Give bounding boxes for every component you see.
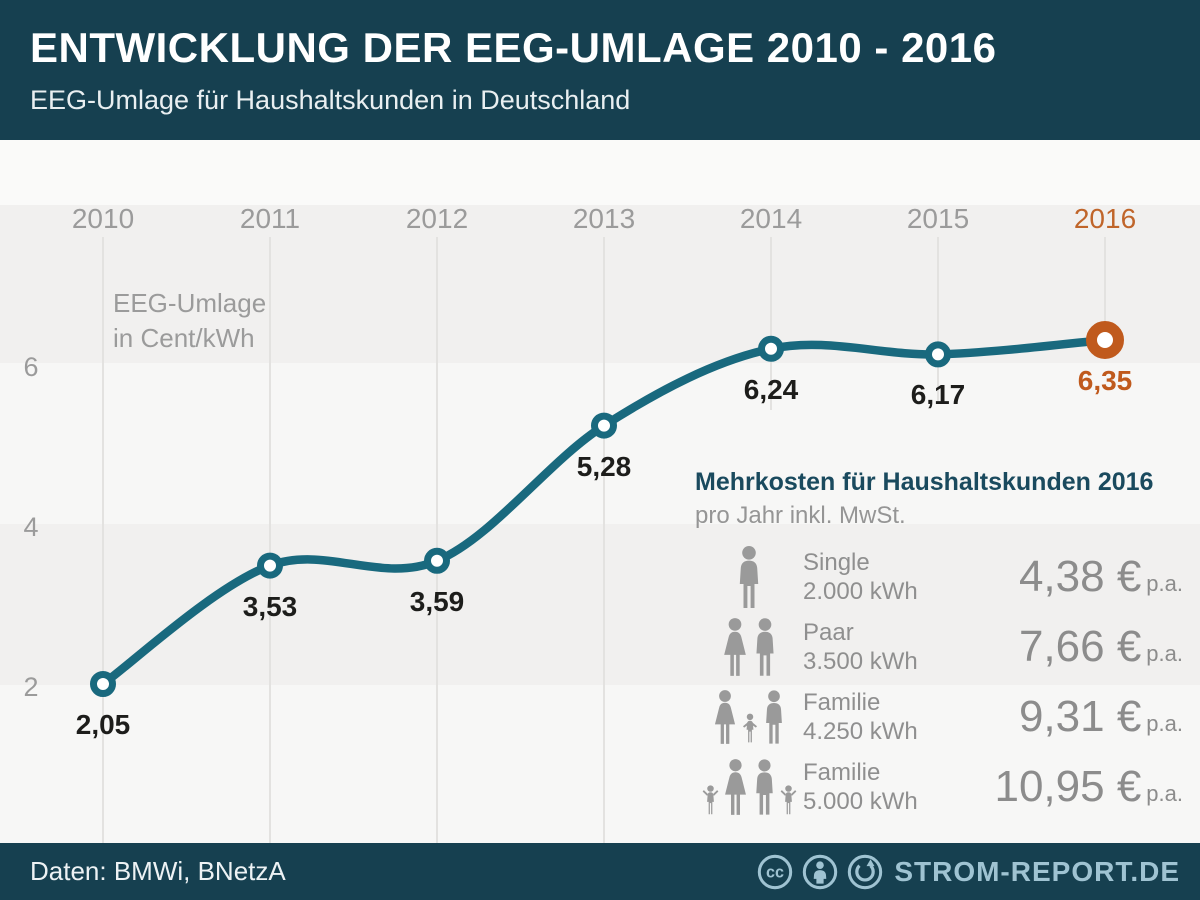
row-value: 9,31 € p.a. (1018, 692, 1183, 741)
row-label: Familie 5.000 kWh (803, 759, 918, 815)
chart-band (0, 685, 1200, 843)
data-point-marker (257, 552, 283, 579)
row-label: Paar 3.500 kWh (803, 619, 918, 675)
page-title: ENTWICKLUNG DER EEG-UMLAGE 2010 - 2016 (30, 24, 997, 71)
data-source-label: Daten: BMWi, BNetzA (30, 856, 286, 886)
couple-icon (695, 618, 803, 676)
table-row: Familie 4.250 kWh 9,31 € p.a. (695, 682, 1183, 752)
page-subtitle: EEG-Umlage für Haushaltskunden in Deutsc… (30, 85, 631, 115)
panel-title: Mehrkosten für Haushaltskunden 2016 (695, 468, 1154, 496)
row-label: Familie 4.250 kWh (803, 689, 918, 745)
mehrkosten-panel: Mehrkosten für Haushaltskunden 2016 pro … (695, 468, 1183, 822)
footer: Daten: BMWi, BNetzA cc STROM-REPORT.DE (0, 843, 1200, 900)
brand-label: STROM-REPORT.DE (894, 855, 1180, 887)
data-point-marker (424, 547, 450, 574)
footer-brand-group: cc STROM-REPORT.DE (749, 853, 1180, 891)
panel-subtitle: pro Jahr inkl. MwSt. (695, 502, 906, 529)
row-value: 10,95 € p.a. (994, 762, 1183, 811)
family-one-child-icon (695, 690, 803, 744)
household-rows: Single 2.000 kWh 4,38 € p.a. Paar 3.500 k… (695, 542, 1183, 822)
cc-sa-icon (848, 854, 883, 889)
header: ENTWICKLUNG DER EEG-UMLAGE 2010 - 2016 E… (0, 0, 1200, 140)
row-label: Single 2.000 kWh (803, 549, 918, 605)
row-value: 4,38 € p.a. (1018, 552, 1183, 601)
svg-text:cc: cc (766, 863, 784, 881)
family-two-children-icon (695, 759, 803, 815)
cc-icon: cc (758, 854, 793, 889)
data-point-marker (90, 671, 116, 697)
table-row: Single 2.000 kWh 4,38 € p.a. (695, 542, 1183, 612)
table-row: Familie 5.000 kWh 10,95 € p.a. (695, 752, 1183, 822)
chart-band (0, 205, 1200, 363)
row-value: 7,66 € p.a. (1018, 622, 1183, 671)
cc-by-icon (803, 854, 838, 889)
table-row: Paar 3.500 kWh 7,66 € p.a. (695, 612, 1183, 682)
data-point-marker (591, 412, 617, 439)
data-point-marker (758, 335, 784, 362)
data-point-marker (925, 341, 951, 368)
chart-band (0, 363, 1200, 524)
single-person-icon (695, 546, 803, 608)
data-point-marker-highlight (1086, 321, 1124, 359)
